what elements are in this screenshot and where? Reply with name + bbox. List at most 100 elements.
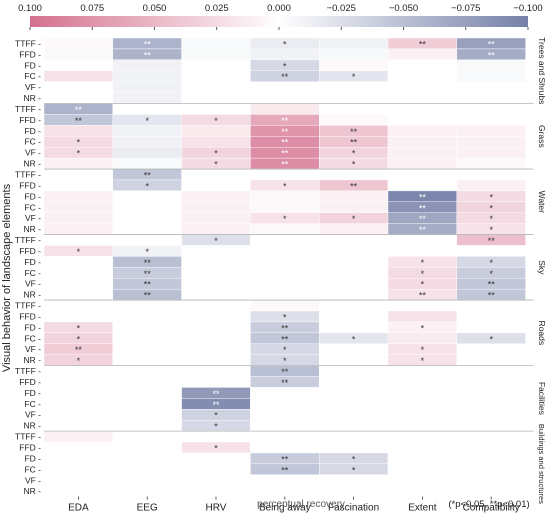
significance-mark: *: [214, 411, 218, 421]
heatmap-cell: [250, 409, 320, 421]
heatmap-cell: [112, 343, 182, 355]
colorbar-tick-label: 0.075: [80, 3, 104, 14]
heatmap-cell: [112, 70, 182, 82]
heatmap-cell: [112, 474, 182, 486]
heatmap-cell: [456, 430, 526, 443]
heatmap-cell: [112, 463, 182, 476]
row-label: TTFF -: [15, 235, 41, 245]
heatmap-cell: [387, 332, 458, 344]
heatmap-cell: [319, 278, 389, 290]
heatmap-cell: [456, 474, 526, 486]
heatmap-cell: [456, 103, 526, 115]
row-label: FFD -: [19, 377, 41, 387]
row-label: NR -: [24, 159, 42, 169]
heatmap-cell: [456, 452, 526, 465]
heatmap-cell: [43, 463, 114, 476]
significance-mark: *: [352, 334, 356, 344]
heatmap-cell: [250, 168, 320, 181]
row-label: FC -: [24, 268, 41, 278]
significance-mark: *: [421, 356, 425, 366]
heatmap-cell: [319, 168, 389, 181]
row-labels: TTFF -FFD -FD -FC -VF -NR -TTFF -FFD -FD…: [15, 38, 41, 496]
heatmap-cell: [387, 310, 458, 323]
significance-marks: ** * ** **** ***** ***** * * **** *** ** *** * ** ** **…: [75, 39, 495, 475]
heatmap-cell: [387, 398, 458, 410]
heatmap-cell: [112, 92, 182, 104]
significance-mark: **: [350, 127, 358, 137]
heatmap-cell: [319, 310, 389, 323]
heatmap-cell: [43, 37, 114, 50]
significance-mark: *: [77, 334, 81, 344]
heatmap-cell: [456, 146, 526, 159]
row-label: VF -: [25, 475, 41, 485]
heatmap-cell: [181, 267, 251, 279]
heatmap-cell: [112, 81, 182, 93]
heatmap-cell: [456, 114, 526, 126]
significance-mark: **: [281, 367, 289, 377]
column-label: EEG: [137, 503, 158, 514]
significance-mark: **: [75, 345, 83, 355]
heatmap-cell: [43, 441, 114, 454]
heatmap-cell: [43, 157, 114, 170]
heatmap-cell: [181, 223, 251, 235]
significance-mark: **: [281, 138, 289, 148]
heatmap-cell: [319, 354, 389, 366]
significance-mark: *: [283, 356, 287, 366]
heatmap-cell: [387, 92, 458, 104]
significance-mark: *: [421, 323, 425, 333]
heatmap-cell: [43, 288, 114, 301]
significance-mark: *: [421, 258, 425, 268]
significance-mark: *: [489, 214, 493, 224]
heatmap-cell: [387, 125, 458, 137]
heatmap-cell: [43, 387, 114, 399]
heatmap-cell: [112, 376, 182, 388]
heatmap-cell: [456, 387, 526, 399]
column-label: HRV: [206, 503, 227, 514]
colorbar-tick-label: −0.100: [513, 3, 542, 14]
significance-mark: **: [488, 236, 496, 246]
heatmap-cell: [43, 299, 114, 312]
significance-mark: **: [281, 72, 289, 82]
row-label: FD -: [24, 126, 41, 136]
heatmap-cell: [319, 321, 389, 334]
column-label: Being away: [259, 503, 311, 514]
row-label: FD -: [24, 60, 41, 70]
significance-mark: *: [214, 236, 218, 246]
significance-mark: *: [489, 334, 493, 344]
colorbar-tick-label: 0.050: [143, 3, 167, 14]
significance-mark: *: [77, 149, 81, 159]
heatmap-cell: [181, 332, 251, 344]
significance-mark: *: [421, 269, 425, 279]
row-label: VF -: [25, 344, 41, 354]
heatmap-cell: [456, 157, 526, 170]
heatmap-cell: [456, 310, 526, 323]
row-label: FC -: [24, 399, 41, 409]
significance-mark: **: [281, 334, 289, 344]
heatmap-cell: [387, 179, 458, 192]
heatmap-cell: [456, 463, 526, 476]
heatmap-cell: [43, 92, 114, 104]
significance-mark: **: [144, 171, 152, 181]
heatmap-cell: [319, 201, 389, 213]
heatmap-cell: [319, 103, 389, 115]
significance-mark: **: [144, 39, 152, 49]
heatmap-cell: [456, 168, 526, 181]
colorbar-tick-label: 0.100: [18, 3, 42, 14]
heatmap-cell: [250, 398, 320, 410]
heatmap-cell: [181, 245, 251, 257]
heatmap-cell: [250, 201, 320, 213]
significance-mark: **: [144, 291, 152, 301]
significance-mark: *: [283, 181, 287, 191]
row-label: VF -: [25, 213, 41, 223]
group-labels: Trees and Shrubs Grass Water Sky Roads Facili…: [537, 37, 547, 504]
significance-mark: *: [214, 149, 218, 159]
significance-mark: *: [489, 258, 493, 268]
heatmap-cell: [387, 70, 458, 82]
colorbar: 0.100 0.075 0.050 0.025 0.000 −0.025 −0.050 −0.…: [18, 3, 543, 30]
heatmap-cell: [319, 485, 389, 497]
heatmap-cell: [181, 365, 251, 377]
heatmap-cell: [250, 288, 320, 301]
heatmap-cell: [387, 168, 458, 181]
row-label: TTFF -: [15, 104, 41, 114]
heatmap-cell: [181, 321, 251, 334]
